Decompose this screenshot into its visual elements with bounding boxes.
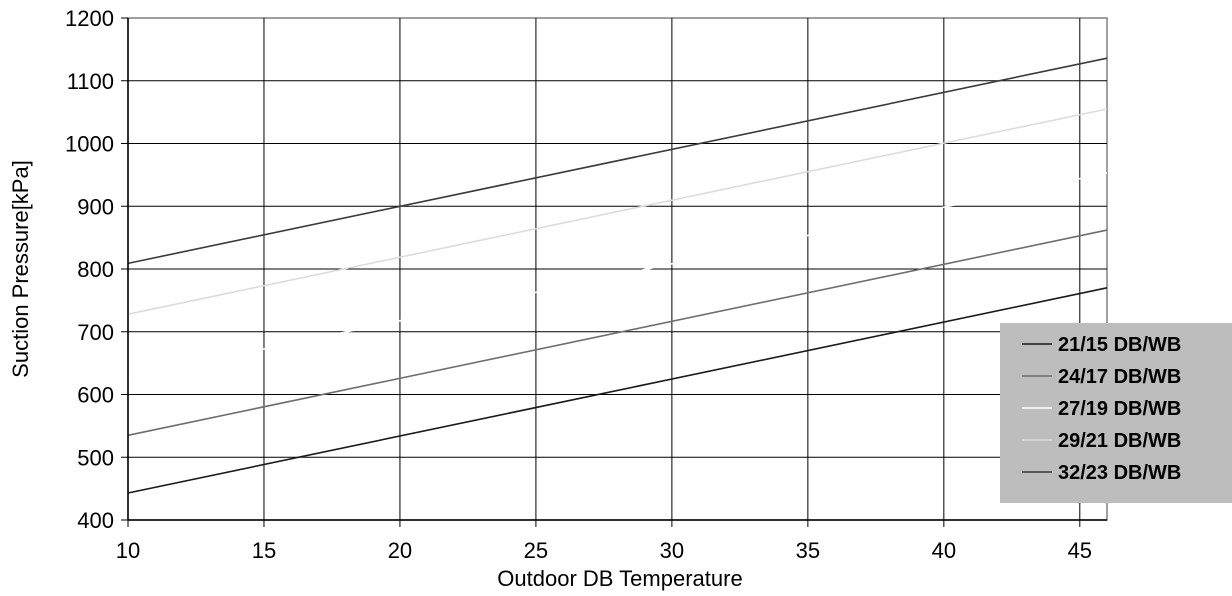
x-tick-label: 25 <box>524 538 548 563</box>
x-tick-label: 15 <box>252 538 276 563</box>
x-tick-label: 40 <box>932 538 956 563</box>
series-line <box>127 57 1108 265</box>
legend-label: 29/21 DB/WB <box>1058 430 1181 452</box>
x-axis-title: Outdoor DB Temperature <box>497 566 742 591</box>
legend: 21/15 DB/WB 24/17 DB/WB 27/19 DB/WB 29/21 D… <box>1000 323 1232 503</box>
x-tick-label: 20 <box>388 538 412 563</box>
y-tick-label: 500 <box>77 445 114 470</box>
y-tick-label: 400 <box>77 508 114 533</box>
series-line <box>127 229 1108 437</box>
legend-label: 27/19 DB/WB <box>1058 398 1181 420</box>
series-line <box>127 172 1108 379</box>
legend-label: 24/17 DB/WB <box>1058 366 1181 388</box>
axes: 400 500 600 700 800 900 1000 1100 1200 10 15 20 25 30… <box>65 6 1107 563</box>
x-tick-label: 45 <box>1068 538 1092 563</box>
series-line <box>127 287 1108 494</box>
y-tick-label: 1100 <box>67 69 114 94</box>
y-tick-label: 1200 <box>65 6 114 31</box>
legend-box <box>1000 323 1232 503</box>
y-tick-label: 1000 <box>65 132 114 157</box>
x-tick-label: 10 <box>116 538 140 563</box>
x-tick-label: 30 <box>660 538 684 563</box>
y-tick-label: 700 <box>77 320 114 345</box>
y-axis-title: Suction Pressure[kPa] <box>8 160 33 378</box>
legend-label: 21/15 DB/WB <box>1058 334 1181 356</box>
series-lines <box>127 57 1108 494</box>
x-tick-label: 35 <box>796 538 820 563</box>
series-line <box>127 108 1108 315</box>
y-tick-label: 800 <box>77 257 114 282</box>
y-tick-label: 600 <box>77 383 114 408</box>
legend-label: 32/23 DB/WB <box>1058 462 1181 484</box>
y-tick-label: 900 <box>77 194 114 219</box>
